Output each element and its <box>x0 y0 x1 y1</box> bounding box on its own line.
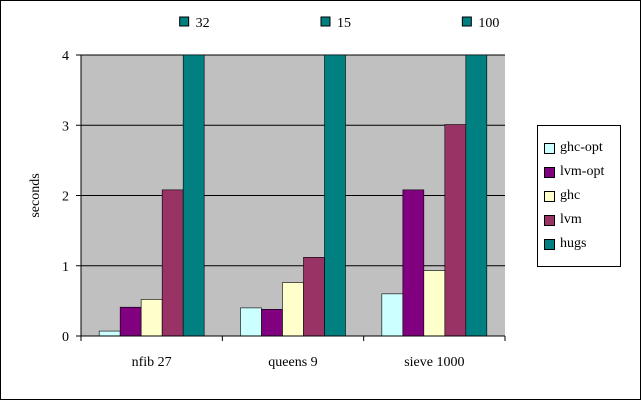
bar-ghc-nfib-27 <box>140 299 163 337</box>
x-tick-label: sieve 1000 <box>404 355 464 370</box>
annotation-swatch <box>461 16 472 27</box>
bar-ghc-opt-sieve-1000 <box>381 293 404 337</box>
annotation-label: 15 <box>337 16 351 31</box>
legend-label: lvm-opt <box>560 164 605 179</box>
bar-lvm-queens-9 <box>303 257 325 337</box>
bar-hugs-queens-9 <box>324 54 346 337</box>
legend-label: hugs <box>560 236 587 251</box>
bars <box>98 54 488 337</box>
legend-swatch <box>544 190 555 202</box>
bar-ghc-sieve-1000 <box>423 270 446 337</box>
legend-item-ghc: ghc <box>544 186 580 206</box>
annotation-swatch <box>320 16 331 27</box>
y-axis-label: seconds <box>28 173 43 217</box>
legend-item-lvm: lvm <box>544 210 582 230</box>
y-tick-label: 0 <box>62 330 69 345</box>
legend-swatch <box>544 214 555 226</box>
bar-ghc-queens-9 <box>282 282 304 337</box>
legend-label: lvm <box>560 212 582 227</box>
bar-lvm-opt-nfib-27 <box>119 306 142 337</box>
bar-lvm-sieve-1000 <box>444 124 467 337</box>
y-tick-label: 3 <box>62 119 69 134</box>
legend-label: ghc-opt <box>560 140 603 155</box>
annotation-label: 32 <box>196 16 210 31</box>
axes <box>76 54 506 341</box>
annotation-swatch <box>179 16 190 27</box>
bar-ghc-opt-nfib-27 <box>98 330 121 337</box>
x-tick-label: queens 9 <box>268 355 317 370</box>
y-tick-label: 1 <box>62 260 69 275</box>
legend-swatch <box>544 166 555 178</box>
y-tick-label: 2 <box>62 190 69 205</box>
y-tick-label: 4 <box>62 49 69 64</box>
annotation-label: 100 <box>478 16 499 31</box>
legend-label: ghc <box>560 188 581 203</box>
bar-hugs-nfib-27 <box>182 54 205 337</box>
y-tick-labels: 0 1 2 3 4 <box>62 49 69 345</box>
x-tick-label: nfib 27 <box>132 355 172 370</box>
legend: ghc-opt lvm-opt ghc lvm hugs <box>537 125 621 267</box>
y-gridlines <box>81 54 505 267</box>
bar-lvm-nfib-27 <box>161 189 184 337</box>
x-tick-labels: nfib 27 queens 9 sieve 1000 <box>132 355 465 370</box>
legend-swatch <box>544 142 555 154</box>
legend-item-ghc-opt: ghc-opt <box>544 138 603 158</box>
legend-item-hugs: hugs <box>544 234 586 254</box>
bar-ghc-opt-queens-9 <box>240 307 262 337</box>
legend-swatch <box>544 238 555 250</box>
bar-hugs-sieve-1000 <box>465 54 488 337</box>
legend-item-lvm-opt: lvm-opt <box>544 162 604 182</box>
bar-lvm-opt-queens-9 <box>261 309 283 337</box>
clipped-annotations: 32 15 100 <box>179 16 499 31</box>
bar-lvm-opt-sieve-1000 <box>402 189 425 337</box>
